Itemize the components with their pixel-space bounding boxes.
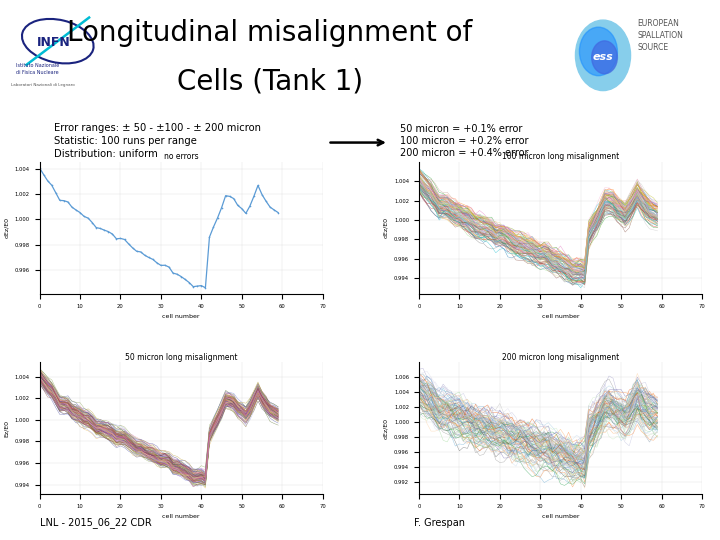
Text: di Fisica Nucleare: di Fisica Nucleare xyxy=(16,70,58,75)
Y-axis label: dEz/E0: dEz/E0 xyxy=(384,218,389,238)
X-axis label: cell number: cell number xyxy=(541,314,579,319)
Text: Laboratori Nazionali di Legnaro: Laboratori Nazionali di Legnaro xyxy=(11,83,75,86)
Text: EUROPEAN
SPALLATION
SOURCE: EUROPEAN SPALLATION SOURCE xyxy=(637,19,683,51)
Text: Statistic: 100 runs per range: Statistic: 100 runs per range xyxy=(54,136,197,146)
Text: 50 micron = +0.1% error: 50 micron = +0.1% error xyxy=(400,124,522,134)
Text: Error ranges: ± 50 - ±100 - ± 200 micron: Error ranges: ± 50 - ±100 - ± 200 micron xyxy=(54,123,261,133)
Text: Cells (Tank 1): Cells (Tank 1) xyxy=(177,68,363,96)
Text: INFN: INFN xyxy=(37,36,71,49)
Text: Distribution: uniform: Distribution: uniform xyxy=(54,149,158,159)
Text: ess: ess xyxy=(593,52,613,62)
Circle shape xyxy=(575,20,631,91)
X-axis label: cell number: cell number xyxy=(541,515,579,519)
Title: no errors: no errors xyxy=(164,152,199,161)
Y-axis label: dEz/E0: dEz/E0 xyxy=(384,418,389,438)
X-axis label: cell number: cell number xyxy=(163,515,200,519)
Y-axis label: dEz/E0: dEz/E0 xyxy=(4,218,9,238)
Text: LNL - 2015_06_22 CDR: LNL - 2015_06_22 CDR xyxy=(40,517,151,528)
X-axis label: cell number: cell number xyxy=(163,314,200,319)
Text: Longitudinal misalignment of: Longitudinal misalignment of xyxy=(68,19,472,47)
Text: Istituto Nazionale: Istituto Nazionale xyxy=(16,63,59,68)
Y-axis label: Ez/E0: Ez/E0 xyxy=(4,420,9,437)
Title: 50 micron long misalignment: 50 micron long misalignment xyxy=(125,353,238,362)
Text: 100 micron = +0.2% error: 100 micron = +0.2% error xyxy=(400,136,528,146)
Title: 200 micron long misalignment: 200 micron long misalignment xyxy=(502,353,619,362)
Text: F. Grespan: F. Grespan xyxy=(414,518,465,528)
Title: 100 micron long misalignment: 100 micron long misalignment xyxy=(502,152,619,161)
Circle shape xyxy=(592,41,617,74)
Text: 200 micron = +0.4% error: 200 micron = +0.4% error xyxy=(400,148,528,158)
Circle shape xyxy=(580,27,617,76)
